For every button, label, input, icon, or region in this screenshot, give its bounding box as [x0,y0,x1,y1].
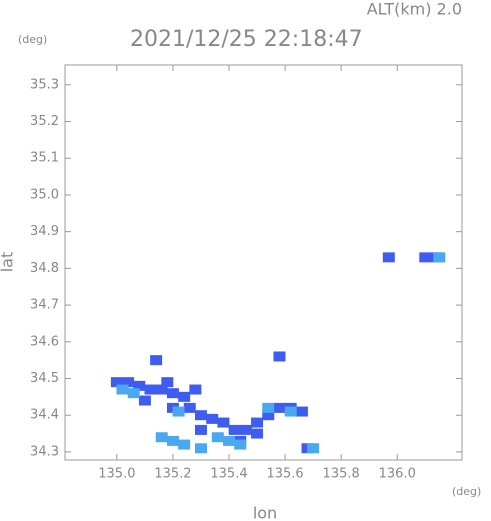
echo-cell [251,428,264,439]
echo-cell [189,384,202,395]
echo-cell [223,435,236,446]
echo-cell [273,351,286,362]
x-tick-label: 136.0 [379,467,416,482]
x-tick-label: 135.0 [98,467,135,482]
echo-cell [161,377,174,388]
echo-cell [211,432,224,443]
x-tick-label: 135.4 [210,467,247,482]
echo-cell [133,380,146,391]
echo-cell [206,413,219,424]
echo-cell [155,432,168,443]
echo-cell [273,402,286,413]
echo-cell [144,384,157,395]
echo-cell [251,417,264,428]
echo-cell [110,377,123,388]
y-tick-label: 35.2 [30,114,59,129]
echo-cell [194,443,207,454]
echo-cell [239,424,252,435]
echo-cell [228,424,241,435]
x-tick-label: 135.8 [323,467,360,482]
echo-cell [166,435,179,446]
echo-cell [307,443,320,454]
echo-cell [433,252,446,263]
echo-cell [178,391,191,402]
echo-cell [127,388,140,399]
y-tick-label: 35.1 [30,151,59,166]
y-tick-label: 34.7 [30,298,59,313]
echo-cell [262,402,275,413]
y-axis-label: lat [0,252,17,273]
echo-cell [194,424,207,435]
x-unit: (deg) [452,485,481,498]
y-tick-label: 34.9 [30,224,59,239]
y-tick-label: 34.4 [30,408,59,423]
echo-cell [194,410,207,421]
echo-cell [419,252,432,263]
y-tick-label: 34.3 [30,444,59,459]
x-axis-label: lon [253,504,277,521]
echo-cell [382,252,395,263]
y-tick-label: 35.3 [30,77,59,92]
altitude-label: ALT(km) 2.0 [367,0,462,19]
echo-cell [122,377,135,388]
plot-frame [64,64,463,461]
x-tick-label: 135.6 [266,467,303,482]
echo-cell [178,439,191,450]
echo-cell [155,384,168,395]
echo-cell [166,388,179,399]
echo-cell [150,355,163,366]
chart-title: 2021/12/25 22:18:47 [130,27,363,52]
y-tick-label: 34.6 [30,334,59,349]
y-tick-label: 34.8 [30,261,59,276]
echo-cell [217,417,230,428]
echo-cell [295,406,308,417]
echo-cell [234,439,247,450]
echo-cell [183,402,196,413]
echo-cell [116,384,129,395]
y-tick-label: 35.0 [30,187,59,202]
echo-cell [138,395,151,406]
y-tick-label: 34.5 [30,371,59,386]
echo-cell [284,406,297,417]
y-unit: (deg) [18,33,47,46]
x-tick-label: 135.2 [154,467,191,482]
echo-cell [172,406,185,417]
echo-cell [262,410,275,421]
